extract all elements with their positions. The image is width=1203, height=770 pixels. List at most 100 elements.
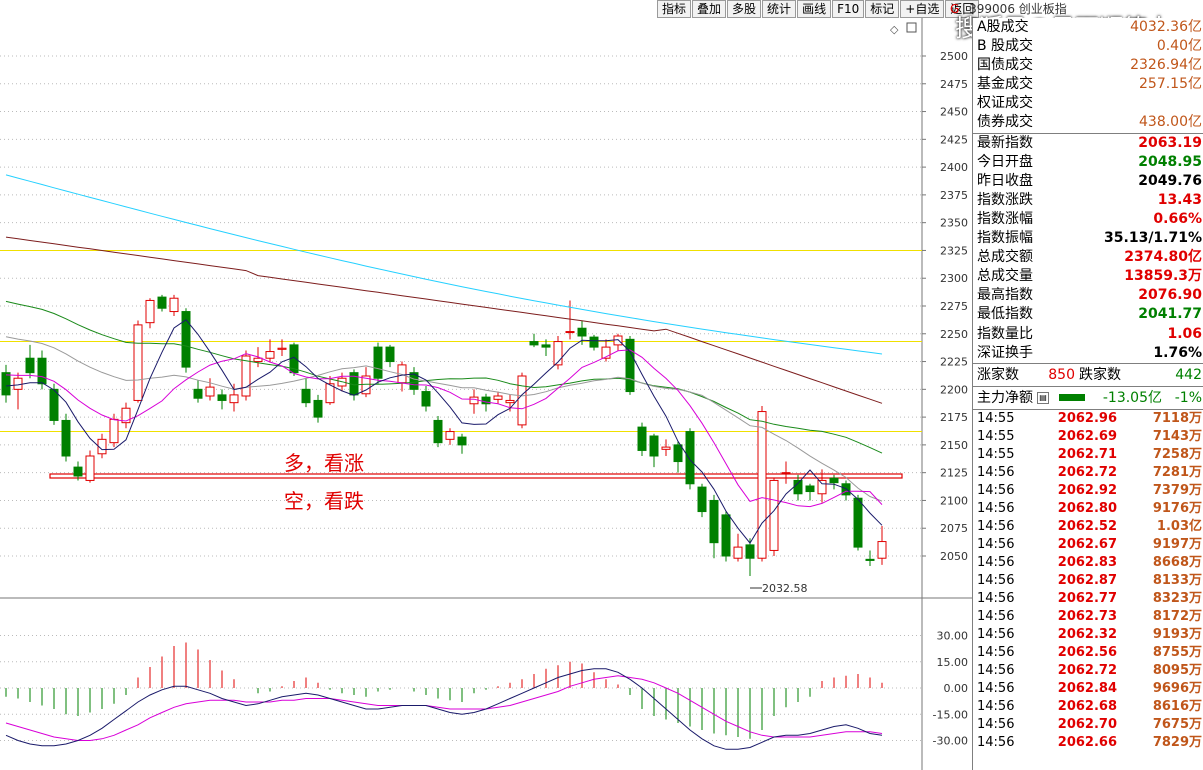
candle-body [445,431,455,440]
dropdown-icon[interactable]: ▤ [1037,391,1049,404]
tick-price: 2062.67 [1057,536,1117,552]
stat-row: 指数涨幅 0.66% [973,210,1203,229]
candle-body [457,436,467,446]
price-tick-label: 2325 [940,244,968,257]
tick-row: 14:56 2062.56 8755万 [973,644,1203,662]
candle-body [109,418,119,444]
tick-time: 14:56 [977,536,1015,552]
toolbar-button[interactable]: 多股 [727,0,762,18]
toolbar-button[interactable]: 叠加 [692,0,727,18]
candle-body [253,357,263,363]
candle-body [637,426,647,451]
toolbar-button[interactable]: 返回 [945,0,980,18]
macd-tick-label: -15.00 [933,708,968,721]
stat-row: 总成交量 13859.3万 [973,267,1203,286]
stat-label: 昨日收盘 [977,172,1033,189]
stat-value: 13859.3万 [1124,268,1202,285]
tick-amount: 9696万 [1152,680,1202,696]
ma-120-line [5,236,883,404]
code-badge: G [950,2,960,16]
stat-value: 2041.77 [1138,306,1202,323]
advance-decline-row: 涨家数 850 跌家数 442 [973,362,1203,386]
tick-amount: 1.03亿 [1156,518,1202,534]
tick-row: 14:56 2062.92 7379万 [973,482,1203,500]
candle-body [25,357,35,374]
turnover-block: A股成交 4032.36亿 B 股成交 0.40亿 国债成交 2326.94亿 基金成交 25… [973,18,1203,133]
candle-body [793,479,803,495]
tick-price: 2062.77 [1057,590,1117,606]
tick-time: 14:56 [977,608,1015,624]
price-tick-label: 2200 [940,383,968,396]
tick-time: 14:55 [977,428,1015,444]
tick-amount: 8095万 [1152,662,1202,678]
candlestick-chart[interactable]: 2500 2475 2450 2425 2400 2375 2350 2325 2300 2275… [0,18,972,770]
turnover-row: 基金成交 257.15亿 [973,75,1203,94]
tick-list[interactable]: 14:55 2062.96 7118万 14:55 2062.69 7143万 14:55 2… [973,408,1203,752]
toolbar-button[interactable]: 画线 [797,0,832,18]
price-tick-label: 2450 [940,106,968,119]
tick-price: 2062.72 [1057,662,1117,678]
candle-body [493,395,503,400]
candle-body [49,388,59,421]
bear-annotation: 空，看跌 [284,489,364,513]
candle-body [685,431,695,485]
turnover-label: A股成交 [977,19,1029,35]
tick-price: 2062.83 [1057,554,1117,570]
stat-value: 2374.80亿 [1124,249,1202,266]
tick-time: 14:56 [977,482,1015,498]
candle-body [721,514,731,557]
candle-body [433,419,443,444]
toolbar-button[interactable]: F10 [832,0,865,18]
stat-label: 最低指数 [977,306,1033,323]
candle-body [865,558,875,561]
tick-time: 14:56 [977,554,1015,570]
stat-value: 2063.19 [1138,134,1202,151]
tick-amount: 9176万 [1152,500,1202,516]
tick-row: 14:55 2062.69 7143万 [973,428,1203,446]
tick-time: 14:56 [977,590,1015,606]
price-tick-label: 2125 [940,467,968,480]
toolbar-button[interactable]: 统计 [762,0,797,18]
price-tick-label: 2250 [940,328,968,341]
toolbar-button[interactable]: +自选 [900,0,945,18]
tick-row: 14:56 2062.32 9193万 [973,626,1203,644]
stat-row: 指数振幅 35.13/1.71% [973,229,1203,248]
main-flow-pct: -1% [1174,389,1202,406]
stat-label: 今日开盘 [977,153,1033,170]
up-count-label: 涨家数 [977,366,1019,383]
price-tick-label: 2475 [940,78,968,91]
tick-row: 14:56 2062.70 7675万 [973,716,1203,734]
candle-body [469,396,479,405]
stat-row: 最高指数 2076.90 [973,286,1203,305]
support-resistance-line [49,473,903,479]
stat-value: 2048.95 [1138,153,1202,170]
stat-row: 深证换手 1.76% [973,344,1203,363]
macd-dea-line [5,675,883,741]
candle-body [169,297,179,313]
tick-row: 14:56 2062.73 8172万 [973,608,1203,626]
candle-body [649,435,659,457]
candle-body [181,311,191,368]
tick-time: 14:56 [977,698,1015,714]
candle-body [757,411,767,559]
candle-body [409,372,419,390]
tick-amount: 7258万 [1152,446,1202,462]
candle-body [229,394,239,404]
price-tick-label: 2375 [940,189,968,202]
candle-body [781,472,791,475]
stat-row: 指数涨跌 13.43 [973,191,1203,210]
candle-body [13,377,23,390]
candle-body [673,444,683,463]
kline-chart-area[interactable]: 2500 2475 2450 2425 2400 2375 2350 2325 2300 2275… [0,18,972,770]
index-title: G 399006 创业板指 [950,0,1067,20]
toolbar-button[interactable]: 标记 [865,0,900,18]
price-tick-label: 2500 [940,50,968,63]
price-tick-label: 2050 [940,550,968,563]
tick-amount: 7675万 [1152,716,1202,732]
tick-time: 14:56 [977,680,1015,696]
stat-row: 指数量比 1.06 [973,325,1203,344]
tick-row: 14:56 2062.72 8095万 [973,662,1203,680]
price-tick-label: 2150 [940,439,968,452]
toolbar-button[interactable]: 指标 [657,0,692,18]
tick-row: 14:56 2062.80 9176万 [973,500,1203,518]
